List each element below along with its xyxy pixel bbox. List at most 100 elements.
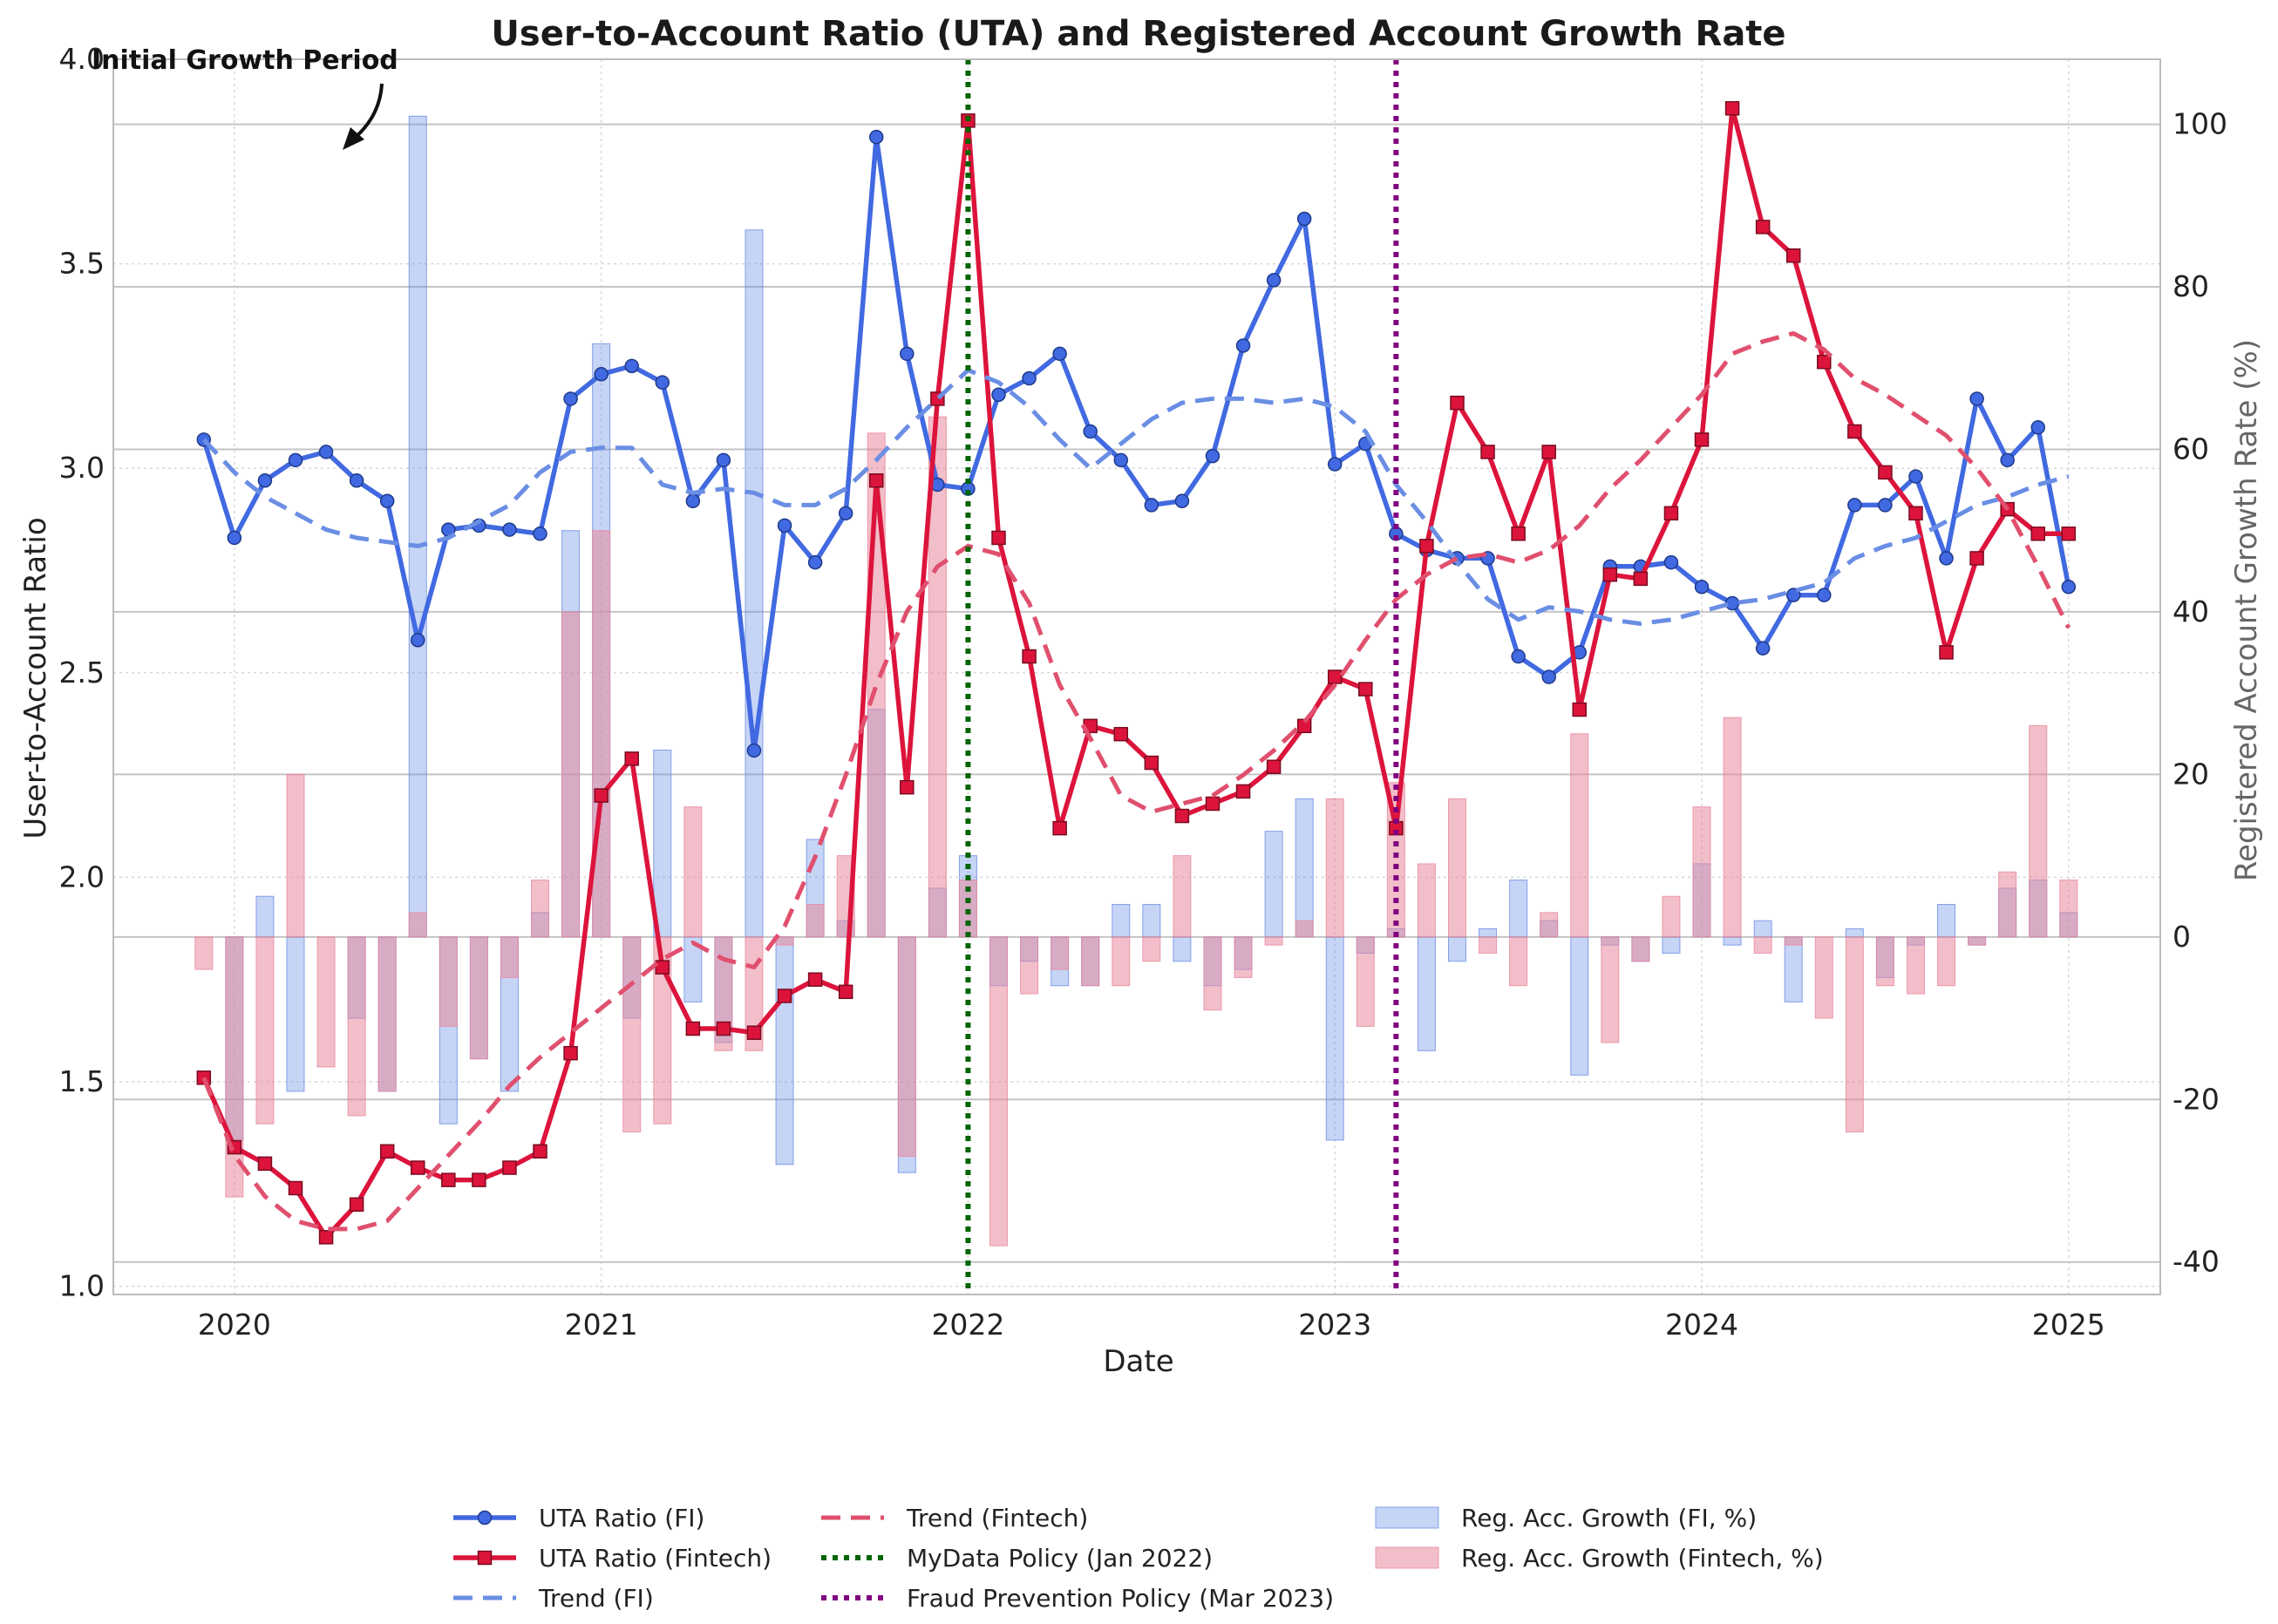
point-uta-ratio-fi	[533, 527, 547, 541]
legend-marker	[477, 1550, 493, 1566]
legend-item: Reg. Acc. Growth (Fintech, %)	[1375, 1544, 1824, 1573]
bar-growth-fi	[1509, 880, 1528, 938]
bar-growth-fi	[1570, 936, 1589, 1076]
point-uta-ratio-fi	[2000, 452, 2015, 468]
bar-growth-fi	[1937, 904, 1956, 938]
point-uta-ratio-fi	[900, 346, 915, 362]
y2-tick-label: -20	[2173, 1082, 2220, 1116]
legend-label: Fraud Prevention Policy (Mar 2023)	[907, 1584, 1334, 1613]
y2-tick-label: 80	[2173, 269, 2209, 303]
bar-growth-fintech	[1906, 936, 1925, 995]
bar-growth-fintech	[439, 936, 458, 1027]
bar-growth-fintech	[1295, 920, 1314, 938]
point-uta-ratio-fintech	[1174, 808, 1190, 824]
y2-tick-label: 100	[2173, 107, 2227, 141]
y2-axis-title: Registered Account Growth Rate (%)	[2229, 339, 2264, 881]
point-uta-ratio-fi	[716, 452, 731, 468]
point-uta-ratio-fintech	[288, 1180, 303, 1196]
bar-growth-fi	[1479, 928, 1498, 938]
bar-growth-fintech	[194, 936, 214, 970]
point-uta-ratio-fintech	[838, 984, 853, 1000]
y2-tick-label: 40	[2173, 595, 2209, 629]
point-uta-ratio-fintech	[1235, 784, 1251, 799]
point-uta-ratio-fi	[349, 473, 364, 488]
bar-growth-fi	[653, 749, 672, 938]
point-uta-ratio-fi	[1694, 580, 1710, 595]
legend-item: Trend (FI)	[453, 1584, 654, 1613]
y-tick-label: 2.0	[59, 860, 105, 894]
point-uta-ratio-fi	[502, 522, 517, 537]
bar-growth-fi	[286, 936, 305, 1092]
bar-growth-fi	[775, 936, 794, 1165]
point-uta-ratio-fintech	[1724, 101, 1740, 116]
legend-label: Reg. Acc. Growth (Fintech, %)	[1461, 1544, 1824, 1573]
bar-growth-fi	[1845, 928, 1864, 938]
point-uta-ratio-fi	[1847, 498, 1862, 513]
point-uta-ratio-fintech	[411, 1160, 425, 1175]
point-uta-ratio-fintech	[1419, 539, 1434, 554]
bar-growth-fintech	[347, 936, 366, 1117]
legend-item: MyData Policy (Jan 2022)	[821, 1544, 1213, 1573]
point-uta-ratio-fi	[1878, 498, 1893, 513]
point-uta-ratio-fintech	[1633, 571, 1649, 587]
bar-growth-fi	[408, 115, 427, 938]
point-uta-ratio-fi	[1205, 448, 1221, 464]
point-uta-ratio-fintech	[746, 1025, 762, 1040]
point-uta-ratio-fintech	[1847, 424, 1862, 439]
point-uta-ratio-fintech	[563, 1045, 578, 1061]
bar-growth-fintech	[1479, 936, 1498, 954]
point-uta-ratio-fintech	[1113, 726, 1129, 742]
point-uta-ratio-fintech	[379, 1144, 395, 1159]
point-uta-ratio-fintech	[257, 1156, 273, 1172]
legend-label: UTA Ratio (FI)	[539, 1504, 704, 1532]
annotation-initial-growth-period: Initial Growth Period	[92, 45, 398, 76]
annotation-arrowhead	[343, 127, 364, 150]
bar-growth-fintech	[1234, 936, 1253, 978]
bar-growth-fi	[1264, 831, 1283, 938]
x-tick-label: 2025	[2032, 1308, 2105, 1342]
point-uta-ratio-fi	[1022, 370, 1037, 386]
bar-growth-fintech	[1875, 936, 1894, 987]
point-uta-ratio-fi	[1052, 346, 1067, 362]
bar-growth-fintech	[1845, 936, 1864, 1133]
point-uta-ratio-fi	[1817, 588, 1832, 602]
bar-growth-fintech	[561, 611, 581, 938]
point-uta-ratio-fi	[746, 743, 762, 758]
bar-growth-fintech	[1173, 855, 1192, 938]
y2-tick-label: 60	[2173, 431, 2209, 465]
bar-growth-fi	[1112, 904, 1131, 938]
point-uta-ratio-fintech	[1663, 506, 1679, 521]
bar-growth-fintech	[2059, 880, 2078, 938]
bar-growth-fintech	[500, 936, 519, 978]
bar-growth-fi	[1662, 936, 1681, 954]
point-uta-ratio-fi	[594, 367, 609, 382]
y2-tick-label: 0	[2173, 920, 2191, 954]
point-uta-ratio-fintech	[1052, 820, 1067, 836]
point-uta-ratio-fintech	[1541, 445, 1556, 459]
bar-growth-fintech	[255, 936, 275, 1125]
point-uta-ratio-fi	[1174, 493, 1190, 508]
point-uta-ratio-fintech	[318, 1230, 334, 1245]
point-uta-ratio-fintech	[1817, 354, 1832, 370]
point-uta-ratio-fi	[563, 391, 578, 406]
bar-growth-fintech	[2029, 724, 2048, 938]
point-uta-ratio-fintech	[349, 1197, 364, 1213]
bar-growth-fintech	[286, 773, 305, 938]
y-tick-label: 2.5	[59, 656, 105, 690]
legend-label: UTA Ratio (Fintech)	[539, 1544, 772, 1573]
series-line-trend-fintech	[201, 330, 2071, 1232]
point-uta-ratio-fintech	[1785, 248, 1801, 263]
axes-layer: 2020 2021 2022 2023 2024 2025 1.0 1.5 2.0 2.5 3.0 3…	[59, 42, 2227, 1342]
chart-title: User-to-Account Ratio (UTA) and Register…	[491, 14, 1785, 54]
point-uta-ratio-fintech	[900, 779, 915, 795]
point-uta-ratio-fintech	[1602, 567, 1618, 582]
point-uta-ratio-fi	[1144, 498, 1159, 513]
point-uta-ratio-fintech	[441, 1172, 456, 1187]
legend-label: Reg. Acc. Growth (FI, %)	[1461, 1504, 1757, 1532]
bar-growth-fi	[1295, 798, 1314, 938]
point-uta-ratio-fintech	[472, 1172, 486, 1187]
point-uta-ratio-fintech	[1511, 527, 1526, 541]
point-uta-ratio-fi	[288, 452, 303, 468]
point-uta-ratio-fintech	[1266, 759, 1282, 774]
